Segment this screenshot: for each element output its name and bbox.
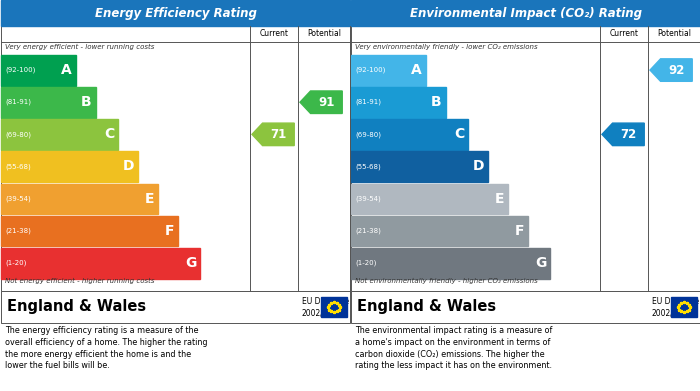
Text: Potential: Potential [657, 29, 691, 38]
Text: Energy Efficiency Rating: Energy Efficiency Rating [94, 7, 256, 20]
Text: (69-80): (69-80) [355, 131, 381, 138]
Bar [351, 151, 488, 182]
Text: A: A [61, 63, 71, 77]
Text: Environmental Impact (CO₂) Rating: Environmental Impact (CO₂) Rating [410, 7, 641, 20]
Bar [1, 151, 138, 182]
Text: 92: 92 [668, 64, 685, 77]
Bar [1, 55, 76, 86]
Bar [671, 297, 697, 317]
Bar [351, 55, 426, 86]
Text: Not environmentally friendly - higher CO₂ emissions: Not environmentally friendly - higher CO… [355, 278, 538, 284]
Text: EU Directive
2002/91/EC: EU Directive 2002/91/EC [652, 297, 699, 317]
Text: (21-38): (21-38) [5, 228, 31, 234]
Text: (81-91): (81-91) [355, 99, 381, 106]
Text: F: F [164, 224, 174, 238]
Text: C: C [454, 127, 464, 142]
Text: England & Wales: England & Wales [357, 300, 496, 314]
Bar [1, 216, 178, 246]
Text: B: B [431, 95, 442, 109]
Polygon shape [252, 123, 294, 145]
Text: (39-54): (39-54) [5, 196, 31, 202]
Text: 71: 71 [270, 128, 286, 141]
Bar [1, 248, 200, 278]
Text: England & Wales: England & Wales [7, 300, 146, 314]
Text: A: A [411, 63, 421, 77]
Text: B: B [81, 95, 92, 109]
Text: Current: Current [610, 29, 638, 38]
Bar [351, 248, 550, 278]
Text: EU Directive
2002/91/EC: EU Directive 2002/91/EC [302, 297, 349, 317]
Text: Very energy efficient - lower running costs: Very energy efficient - lower running co… [5, 44, 155, 50]
Bar [351, 26, 700, 291]
Bar [1, 0, 350, 26]
Text: (55-68): (55-68) [5, 163, 31, 170]
Bar [1, 291, 350, 323]
Text: 72: 72 [620, 128, 636, 141]
Text: Very environmentally friendly - lower CO₂ emissions: Very environmentally friendly - lower CO… [355, 44, 538, 50]
Text: (21-38): (21-38) [355, 228, 381, 234]
Text: (92-100): (92-100) [355, 67, 386, 74]
Bar [1, 26, 350, 291]
Bar [351, 0, 700, 26]
Text: The energy efficiency rating is a measure of the
overall efficiency of a home. T: The energy efficiency rating is a measur… [5, 326, 207, 370]
Text: (92-100): (92-100) [5, 67, 36, 74]
Text: (1-20): (1-20) [355, 260, 377, 266]
Bar [351, 87, 446, 118]
Text: D: D [122, 160, 134, 174]
Bar [1, 87, 96, 118]
Text: (1-20): (1-20) [5, 260, 27, 266]
Text: Potential: Potential [307, 29, 341, 38]
Polygon shape [650, 59, 692, 81]
Bar [351, 119, 468, 150]
Text: Not energy efficient - higher running costs: Not energy efficient - higher running co… [5, 278, 155, 284]
Bar [351, 216, 528, 246]
Bar [351, 183, 508, 214]
Text: Current: Current [260, 29, 288, 38]
Polygon shape [300, 91, 342, 113]
Text: (55-68): (55-68) [355, 163, 381, 170]
Bar [1, 183, 158, 214]
Text: F: F [514, 224, 524, 238]
Bar [1, 119, 118, 150]
Text: 91: 91 [318, 96, 335, 109]
Text: G: G [535, 256, 546, 270]
Bar [351, 291, 700, 323]
Text: (39-54): (39-54) [355, 196, 381, 202]
Text: E: E [494, 192, 504, 206]
Polygon shape [602, 123, 644, 145]
Text: (81-91): (81-91) [5, 99, 31, 106]
Text: The environmental impact rating is a measure of
a home's impact on the environme: The environmental impact rating is a mea… [355, 326, 552, 370]
Bar [321, 297, 347, 317]
Text: G: G [185, 256, 196, 270]
Text: D: D [473, 160, 484, 174]
Text: E: E [144, 192, 154, 206]
Text: (69-80): (69-80) [5, 131, 31, 138]
Text: C: C [104, 127, 114, 142]
